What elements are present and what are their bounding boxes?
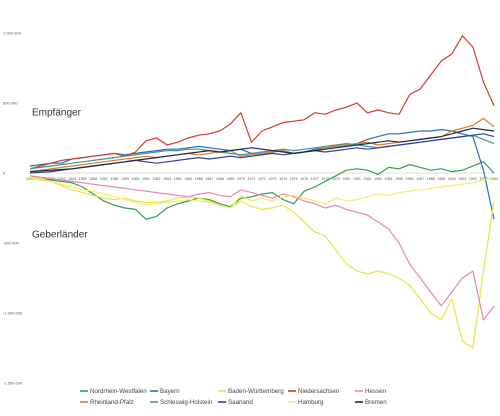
x-tick-label: 1957 [100, 177, 108, 181]
x-tick-label: 1982 [363, 177, 371, 181]
x-tick-label: 1972 [258, 177, 266, 181]
x-tick-label: 1961 [142, 177, 150, 181]
legend-label: Bremen [365, 399, 387, 406]
x-tick-labels: 1950 1951 1952 1953 1954 1955 1956 1957 1958 1959… [26, 177, 498, 181]
x-tick-label: 1964 [174, 177, 182, 181]
x-tick-label: 1970 [237, 177, 245, 181]
series-line-bremen [29, 127, 495, 173]
legend: Nordrhein-Westfalen Bayern Baden-Württembe… [80, 388, 387, 406]
series-line-hessen [29, 175, 495, 321]
y-tick-labels: 1.000.000 500.000 0 -500.000 -1.000.000 -1.50… [3, 31, 23, 386]
series-line-schleswig-holstein [29, 134, 495, 170]
series-line-hamburg [29, 176, 495, 209]
x-tick-label: 1989 [437, 177, 445, 181]
x-tick-label: 1980 [342, 177, 350, 181]
series-line-niedersachsen [29, 35, 495, 170]
x-tick-label: 1960 [131, 177, 139, 181]
x-tick-label: 1966 [195, 177, 203, 181]
series-line-baden-w-rttemberg [29, 178, 495, 349]
y-tick-label: 0 [3, 171, 6, 176]
x-tick-label: 1984 [385, 177, 393, 181]
x-tick-label: 1986 [406, 177, 414, 181]
x-tick-label: 1953 [58, 177, 66, 181]
y-tick-label: -500.000 [3, 241, 20, 246]
series-line-bayern [29, 129, 495, 220]
x-tick-label: 1983 [374, 177, 382, 181]
legend-label: Hamburg [298, 399, 324, 406]
x-tick-label: 1990 [448, 177, 456, 181]
x-tick-label: 1987 [416, 177, 424, 181]
y-tick-label: -1.000.000 [3, 311, 23, 316]
series-line-rheinland-pfalz [29, 117, 495, 173]
annotation-empfaenger: Empfänger [32, 108, 82, 119]
x-tick-label: 1988 [427, 177, 435, 181]
legend-label: Rheinland-Pfalz [90, 399, 134, 406]
x-tick-label: 1954 [68, 177, 76, 181]
x-tick-label: 1967 [205, 177, 213, 181]
series-lines [29, 35, 495, 349]
x-tick-label: 1963 [163, 177, 171, 181]
x-tick-label: 1969 [226, 177, 234, 181]
x-tick-label: 1956 [89, 177, 97, 181]
x-tick-label: 1976 [300, 177, 308, 181]
x-tick-label: 1962 [153, 177, 161, 181]
x-tick-label: 1973 [269, 177, 277, 181]
legend-label: Nordrhein-Westfalen [90, 388, 147, 395]
legend-label: Hessen [365, 388, 387, 395]
legend-label: Baden-Württemberg [228, 388, 284, 395]
annotation-geberlaender: Geberländer [32, 229, 88, 240]
x-tick-label: 1994 [490, 177, 498, 181]
legend-label: Bayern [160, 388, 180, 395]
legend-label: Schleswig-Holstein [160, 399, 213, 406]
x-tick-label: 1955 [79, 177, 87, 181]
x-tick-label: 1965 [184, 177, 192, 181]
x-tick-label: 1985 [395, 177, 403, 181]
x-tick-label: 1991 [458, 177, 466, 181]
x-tick-label: 1958 [110, 177, 118, 181]
x-tick-label: 1993 [479, 177, 487, 181]
y-tick-label: -1.500.000 [3, 381, 23, 386]
y-tick-label: 500.000 [3, 101, 18, 106]
x-tick-label: 1979 [332, 177, 340, 181]
legend-label: Niedersachsen [298, 388, 340, 395]
x-tick-label: 1992 [469, 177, 477, 181]
x-tick-label: 1981 [353, 177, 361, 181]
x-tick-label: 1968 [216, 177, 224, 181]
x-tick-label: 1978 [321, 177, 329, 181]
x-tick-label: 1975 [290, 177, 298, 181]
x-tick-label: 1971 [247, 177, 255, 181]
x-tick-label: 1959 [121, 177, 129, 181]
legend-label: Saarland [228, 399, 253, 406]
y-tick-label: 1.000.000 [3, 31, 22, 36]
series-line-nordrhein-westfalen [29, 161, 495, 220]
x-tick-label: 1974 [279, 177, 287, 181]
x-tick-label: 1977 [311, 177, 319, 181]
